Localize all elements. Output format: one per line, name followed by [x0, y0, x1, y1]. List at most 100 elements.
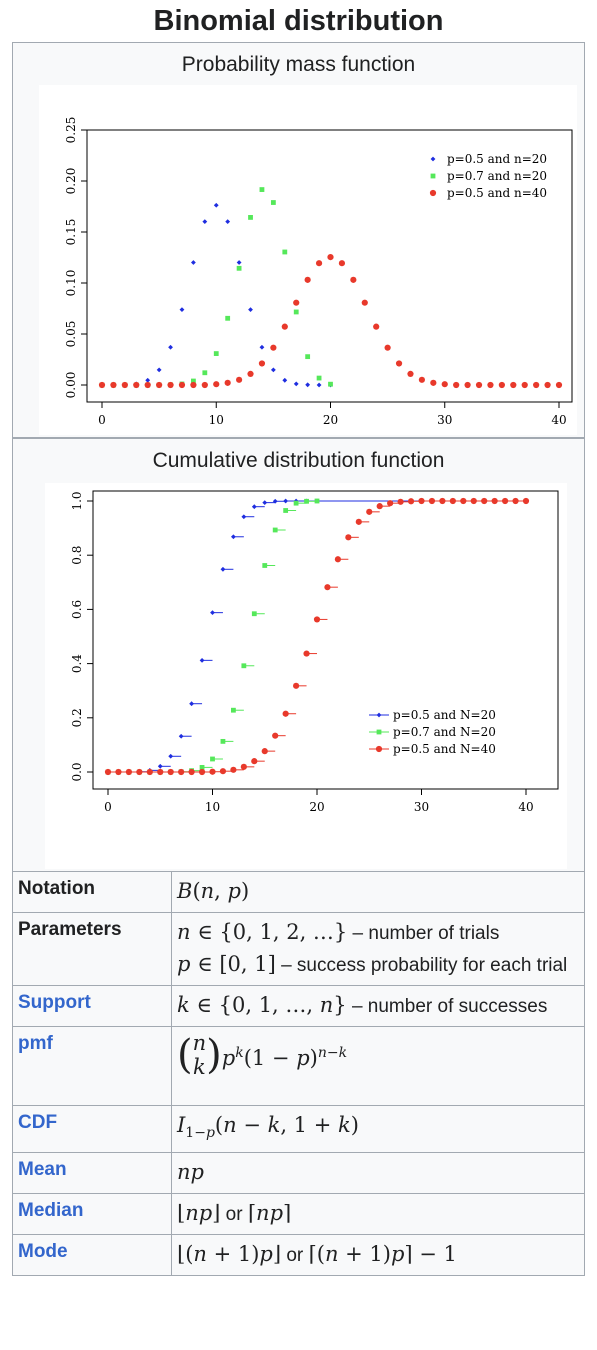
data-point — [231, 534, 236, 540]
plot-frame — [86, 129, 573, 403]
data-point — [241, 663, 247, 669]
data-point — [350, 276, 357, 283]
mean-label[interactable]: Mean — [12, 1152, 172, 1195]
data-point — [179, 307, 185, 313]
data-point — [512, 497, 519, 505]
data-point — [248, 215, 253, 220]
x-tick-label: 30 — [414, 800, 429, 814]
data-point — [373, 323, 380, 330]
data-point — [270, 367, 276, 373]
data-point — [304, 498, 309, 504]
y-tick-label: 0.20 — [64, 168, 78, 195]
legend-marker — [376, 729, 382, 735]
mean-value: np — [171, 1152, 585, 1195]
data-point — [502, 497, 509, 505]
data-point — [178, 381, 186, 389]
data-point — [213, 351, 219, 356]
data-point — [133, 381, 140, 389]
data-point — [144, 381, 151, 389]
data-point — [225, 315, 231, 321]
median-row: Median ⌊np⌋ or ⌈np⌉ — [12, 1193, 585, 1236]
data-point — [213, 381, 220, 388]
cdf-label[interactable]: CDF — [12, 1104, 172, 1154]
data-point — [533, 381, 540, 389]
y-tick-label: 0.10 — [64, 270, 78, 297]
pmf-label[interactable]: pmf — [12, 1026, 172, 1106]
data-point — [345, 534, 352, 541]
data-point — [281, 323, 288, 330]
data-point — [475, 381, 483, 389]
mode-value: ⌊(n + 1)p⌋ or ⌈(n + 1)p⌉ − 1 — [171, 1234, 585, 1277]
data-point — [251, 611, 257, 617]
data-point — [305, 382, 311, 388]
data-point — [428, 497, 436, 505]
legend-label: p=0.5 and N=20 — [393, 708, 496, 722]
support-row: Support k ∈ {0, 1, …, n} – number of suc… — [12, 985, 585, 1027]
data-point — [220, 738, 226, 744]
data-point — [293, 299, 300, 306]
data-point — [303, 650, 310, 657]
plot-frame — [92, 490, 559, 790]
data-point — [460, 497, 467, 505]
data-point — [293, 682, 300, 689]
data-point — [210, 756, 215, 762]
cdf-row: CDF I1−p(n − k, 1 + k) — [12, 1104, 585, 1154]
data-point — [441, 381, 448, 388]
data-point — [355, 518, 362, 525]
infobox-title: Binomial distribution — [153, 5, 444, 37]
data-point — [236, 376, 243, 383]
legend-label: p=0.7 and N=20 — [393, 725, 496, 739]
data-point — [224, 379, 231, 386]
parameters-label: Parameters — [12, 912, 172, 986]
y-tick-label: 1.0 — [70, 491, 84, 510]
median-label[interactable]: Median — [12, 1193, 172, 1236]
data-point — [258, 360, 266, 367]
y-tick-label: 0.05 — [64, 321, 78, 348]
y-tick-label: 0.0 — [70, 762, 84, 781]
parameters-value: n ∈ {0, 1, 2, …} – number of trials p ∈ … — [171, 912, 585, 986]
data-point — [498, 381, 505, 389]
data-point — [470, 497, 477, 505]
data-point — [188, 768, 195, 776]
data-point — [487, 381, 494, 389]
data-point — [168, 344, 173, 350]
data-point — [167, 381, 174, 389]
x-tick-label: 30 — [437, 413, 452, 427]
parameters-n-text: – number of trials — [347, 923, 500, 944]
data-point — [259, 344, 265, 350]
data-point — [314, 498, 320, 504]
data-point — [199, 764, 205, 770]
data-point — [430, 379, 437, 386]
data-point — [167, 768, 174, 776]
data-point — [521, 381, 528, 389]
data-point — [201, 381, 208, 389]
data-point — [304, 276, 311, 283]
support-label[interactable]: Support — [12, 985, 172, 1027]
y-tick-label: 0.15 — [64, 219, 78, 246]
support-text: – number of successes — [346, 996, 548, 1017]
data-point — [189, 701, 194, 707]
data-point — [178, 733, 184, 739]
data-point — [481, 497, 488, 505]
x-tick-label: 20 — [309, 800, 324, 814]
data-point — [251, 504, 257, 510]
data-point — [157, 763, 163, 769]
data-point — [262, 563, 268, 568]
mode-label[interactable]: Mode — [12, 1234, 172, 1277]
data-point — [283, 508, 289, 513]
x-tick-label: 10 — [209, 413, 224, 427]
data-point — [236, 265, 242, 271]
data-point — [449, 497, 456, 505]
data-point — [115, 768, 122, 776]
data-point — [220, 566, 226, 572]
data-point — [219, 768, 227, 775]
data-point — [395, 360, 403, 367]
x-tick-label: 40 — [518, 800, 533, 814]
data-point — [156, 381, 163, 389]
data-point — [236, 260, 242, 265]
data-point — [387, 500, 394, 507]
data-point — [366, 508, 373, 515]
data-point — [247, 370, 254, 377]
